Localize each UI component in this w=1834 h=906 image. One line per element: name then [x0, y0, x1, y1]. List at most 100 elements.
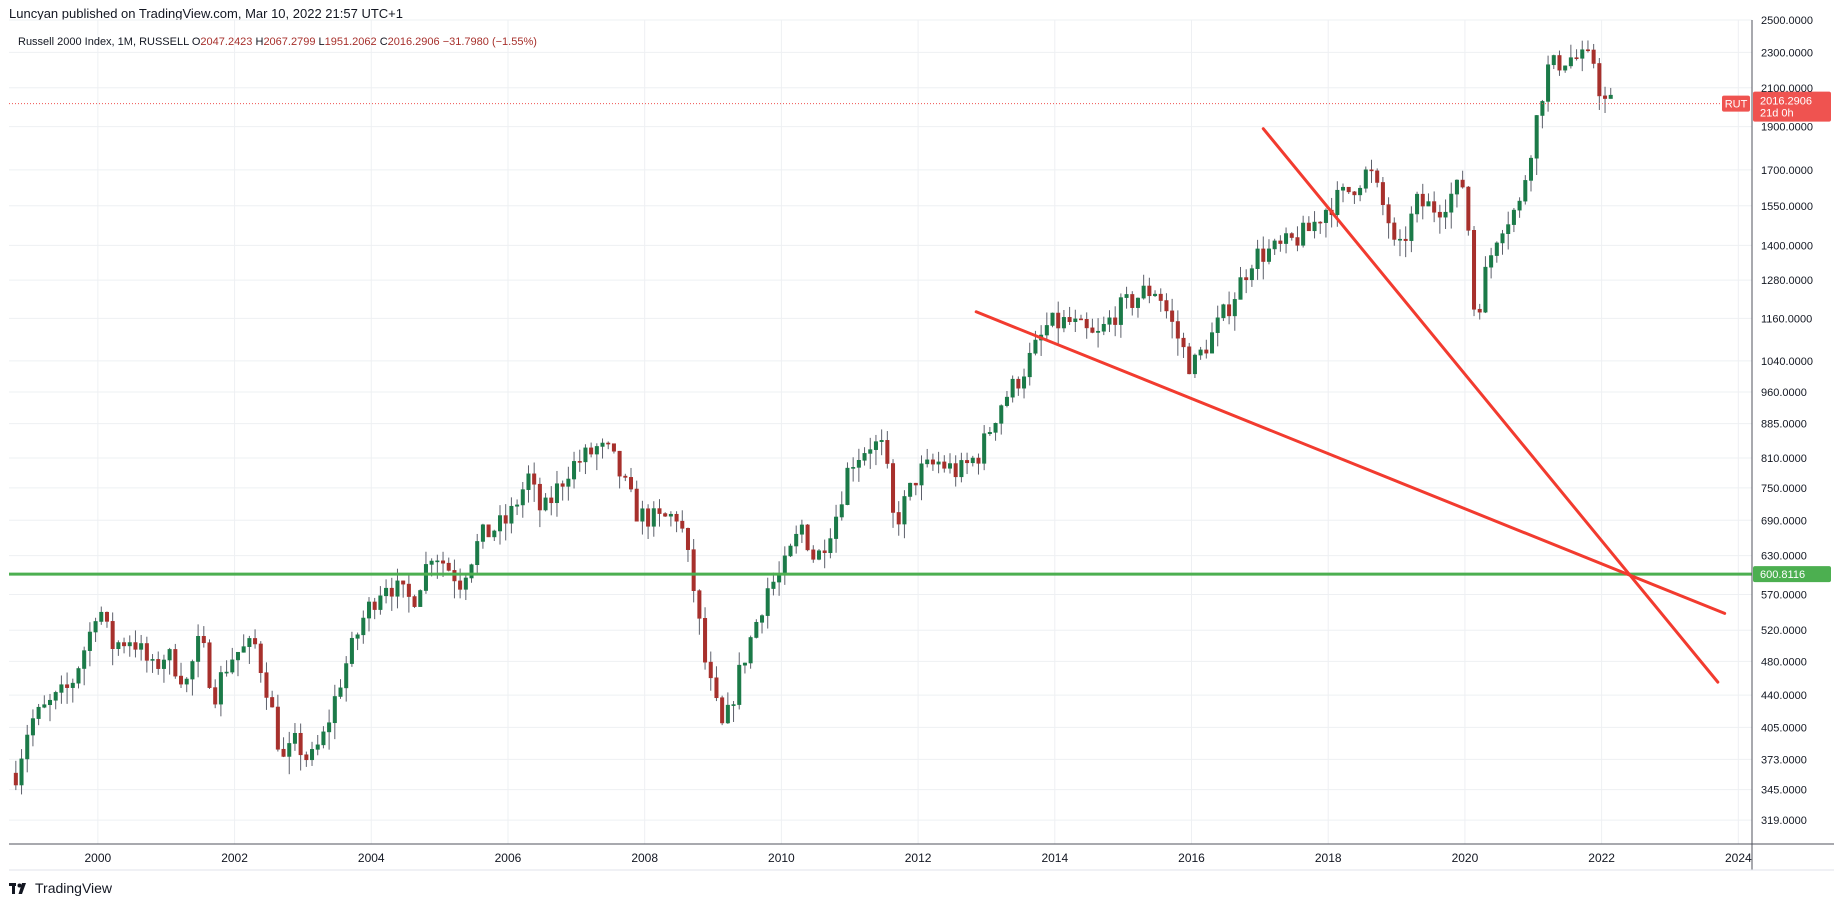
- candle: [201, 626, 206, 648]
- candle: [1397, 229, 1402, 257]
- candle: [156, 651, 161, 675]
- candle-body-down: [1227, 304, 1232, 317]
- candle-body-up: [1449, 193, 1454, 213]
- candle: [1181, 332, 1186, 358]
- candle: [327, 709, 332, 750]
- x-tick-label: 2024: [1725, 851, 1752, 865]
- candle: [663, 512, 668, 517]
- candle-body-up: [1232, 299, 1237, 317]
- y-tick-label: 810.0000: [1761, 453, 1807, 465]
- candle-body-up: [908, 482, 913, 497]
- candle-body-up: [1540, 101, 1545, 116]
- candle-body-down: [634, 488, 639, 522]
- candle: [1517, 197, 1522, 218]
- candle-body-down: [110, 621, 115, 650]
- axes: 319.0000 345.0000 373.0000 405.0000 440.0000…: [9, 15, 1834, 871]
- candle: [42, 695, 47, 709]
- candle-body-up: [1050, 312, 1055, 326]
- candle: [788, 543, 793, 558]
- candle-body-up: [327, 722, 332, 733]
- candle: [497, 505, 503, 545]
- y-tick-label: 440.0000: [1761, 690, 1807, 702]
- candle-body-up: [150, 659, 155, 661]
- candle: [515, 499, 520, 516]
- candle-body-down: [1466, 186, 1471, 231]
- candle-body-down: [65, 684, 70, 688]
- candle-body-down: [930, 459, 935, 465]
- candle: [1107, 310, 1112, 333]
- candle-body-up: [1506, 224, 1511, 235]
- candle-body-down: [406, 583, 411, 597]
- candle-body-down: [1369, 169, 1374, 172]
- candle: [1073, 309, 1078, 333]
- candle: [1061, 309, 1066, 333]
- candle: [1249, 264, 1254, 287]
- candle: [697, 589, 702, 635]
- candle-body-up: [919, 463, 924, 486]
- candle-body-down: [891, 463, 896, 513]
- candle: [213, 679, 218, 709]
- legend-high: 2067.2799: [263, 36, 318, 48]
- candle: [110, 612, 115, 666]
- footer-brand[interactable]: TradingView: [9, 880, 112, 896]
- y-tick-label: 1160.0000: [1761, 313, 1812, 325]
- candle: [606, 441, 611, 450]
- candle-body-down: [213, 687, 218, 705]
- candle-series: [13, 40, 1613, 795]
- candle-body-down: [942, 461, 947, 469]
- candle-body-down: [1375, 170, 1380, 183]
- candle-body-up: [247, 638, 252, 647]
- candle-body-up: [480, 524, 485, 542]
- candle-body-up: [1551, 55, 1556, 66]
- candle-body-up: [879, 440, 884, 442]
- candle: [1056, 301, 1061, 345]
- y-tick-label: 2300.0000: [1761, 47, 1813, 59]
- candle-body-down: [281, 748, 286, 757]
- candle: [936, 451, 941, 474]
- candle: [150, 654, 155, 673]
- candle-body-up: [435, 560, 440, 563]
- candle: [1375, 168, 1380, 188]
- candle-body-down: [1289, 233, 1294, 238]
- candle-body-up: [748, 637, 753, 664]
- candle-body-up: [1210, 332, 1215, 354]
- candle: [839, 491, 844, 521]
- candle-body-up: [765, 588, 770, 616]
- candle: [1341, 183, 1346, 203]
- candle-body-down: [275, 706, 280, 750]
- candle-body-up: [1073, 318, 1078, 322]
- x-tick-label: 2010: [768, 851, 795, 865]
- candle: [304, 751, 309, 767]
- candle-body-down: [156, 659, 161, 669]
- candle-body-down: [173, 649, 178, 677]
- candle: [953, 455, 958, 487]
- candle: [896, 501, 901, 536]
- candle-body-down: [646, 508, 651, 527]
- candle-body-down: [133, 642, 138, 650]
- candle-body-up: [423, 564, 428, 591]
- candle: [258, 641, 263, 683]
- candle: [275, 694, 280, 752]
- x-tick-label: 2020: [1452, 851, 1479, 865]
- candle: [270, 690, 275, 708]
- candle: [845, 462, 850, 506]
- candle-body-down: [537, 483, 542, 511]
- x-tick-label: 2016: [1178, 851, 1205, 865]
- candle: [1409, 206, 1414, 253]
- candle: [600, 438, 605, 459]
- candle-body-down: [703, 617, 708, 663]
- candle: [1266, 239, 1271, 265]
- candle: [161, 654, 166, 683]
- candle-body-down: [1591, 49, 1596, 64]
- candle: [412, 594, 417, 609]
- candle-body-up: [344, 663, 349, 689]
- y-tick-label: 1400.0000: [1761, 240, 1813, 252]
- candle: [987, 426, 992, 436]
- candle: [1198, 346, 1203, 360]
- candle-body-up: [1563, 65, 1568, 71]
- candle-body-up: [640, 508, 645, 522]
- candle: [1215, 305, 1220, 347]
- candle-body-down: [1078, 318, 1084, 321]
- candle: [1153, 290, 1158, 298]
